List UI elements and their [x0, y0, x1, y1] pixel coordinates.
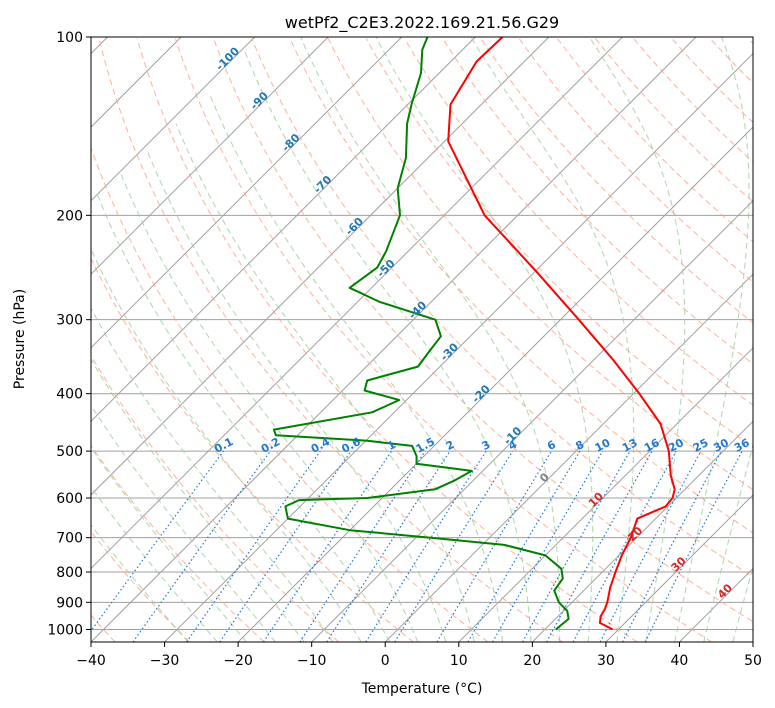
y-tick-label: 1000 — [47, 622, 83, 638]
dry-adiabat-line — [442, 38, 753, 365]
dry-adiabat-line — [595, 38, 753, 203]
isotherm-line — [458, 347, 753, 642]
y-tick-label: 600 — [56, 491, 83, 507]
dry-adiabat-line — [480, 38, 753, 324]
dry-adiabat-line — [136, 38, 638, 642]
mixing-ratio-label: 30 — [711, 436, 731, 455]
mixing-ratio-line — [326, 450, 451, 642]
x-tick-label: 40 — [671, 653, 689, 669]
x-tick-label: 30 — [597, 653, 615, 669]
x-tick-label: 20 — [523, 653, 541, 669]
mixing-ratio-line — [186, 450, 321, 642]
dry-adiabat-line — [174, 38, 712, 642]
mixing-ratio-label: 13 — [620, 436, 640, 455]
x-tick-label: 50 — [744, 653, 762, 669]
isotherm-line — [164, 52, 753, 642]
dry-adiabat-line — [91, 530, 190, 642]
x-tick-label: −40 — [76, 653, 106, 669]
moist-adiabat-line — [91, 524, 189, 642]
mixing-ratio-label: 16 — [642, 436, 662, 455]
moist-adiabat-line — [120, 173, 419, 642]
dry-adiabat-line — [91, 444, 265, 642]
dry-adiabat-line — [251, 38, 753, 578]
dry-adiabat-line — [91, 257, 414, 642]
plot-frame — [90, 36, 754, 643]
mixing-ratio-line — [132, 450, 271, 642]
mixing-ratio-label: 36 — [732, 436, 752, 455]
isotherm-line — [605, 494, 753, 642]
moist-adiabat-line — [146, 149, 447, 642]
isotherm-line — [91, 37, 256, 202]
isotherm-line — [91, 37, 623, 570]
mixing-ratio-line — [546, 450, 653, 642]
x-tick-label: −10 — [297, 653, 327, 669]
moist-adiabat-line — [91, 247, 362, 642]
moist-adiabat-line — [243, 49, 532, 642]
sounding-profiles — [272, 37, 676, 631]
mixing-ratio-line — [263, 450, 393, 642]
mixing-ratio-label: 25 — [691, 436, 711, 455]
moist-adiabat-line — [703, 442, 753, 642]
isotherm-line — [384, 273, 753, 642]
mixing-ratio-line — [91, 450, 224, 632]
chart-title: wetPf2_C2E3.2022.169.21.56.G29 — [285, 13, 559, 33]
y-tick-label: 100 — [56, 30, 83, 46]
x-axis-label: Temperature (°C) — [361, 681, 483, 697]
temperature-profile — [447, 37, 676, 631]
moist-adiabat-line — [209, 94, 504, 642]
moist-adiabat-line — [97, 195, 390, 642]
dry-adiabat-line — [289, 38, 753, 534]
x-tick-label: −30 — [150, 653, 180, 669]
mixing-ratio-line — [219, 450, 352, 642]
mixing-ratio-line — [572, 450, 677, 642]
x-tick-label: 10 — [450, 653, 468, 669]
y-tick-label: 800 — [56, 565, 83, 581]
moist-adiabat-line — [299, 37, 561, 642]
moist-adiabat-line — [175, 123, 475, 642]
y-axis-label: Pressure (hPa) — [12, 289, 28, 389]
y-tick-label: 200 — [56, 208, 83, 224]
dry-adiabat-line — [213, 38, 753, 623]
moist-adiabat-line — [91, 446, 247, 642]
mixing-ratio-label: 10 — [593, 436, 613, 455]
x-tick-label: −20 — [223, 653, 253, 669]
moist-adiabat-line — [375, 37, 594, 642]
background-lines — [91, 37, 753, 642]
mixing-ratio-line — [644, 450, 743, 642]
y-tick-label: 700 — [56, 531, 83, 547]
y-tick-label: 400 — [56, 387, 83, 403]
isotherm-line — [91, 37, 329, 275]
mixing-ratio-label: 20 — [666, 436, 686, 455]
moist-adiabat-line — [732, 564, 753, 642]
dry-adiabat-line — [98, 38, 563, 642]
x-tick-label: 0 — [381, 653, 390, 669]
moist-adiabat-line — [91, 358, 305, 642]
y-tick-label: 900 — [56, 595, 83, 611]
dry-adiabat-line — [365, 38, 753, 448]
dewpoint-profile — [272, 37, 570, 631]
dry-adiabat-line — [556, 38, 753, 243]
moist-adiabat-line — [91, 486, 218, 642]
isotherm-line — [237, 126, 753, 642]
mixing-ratio-line — [394, 450, 514, 642]
mixing-ratio-line — [521, 450, 631, 642]
moist-adiabat-line — [588, 37, 686, 642]
y-tick-label: 300 — [56, 313, 83, 329]
moist-adiabat-line — [91, 307, 334, 642]
isotherm-line — [311, 199, 753, 642]
isotherm-line — [531, 420, 753, 642]
y-tick-label: 500 — [56, 444, 83, 460]
moist-adiabat-line — [674, 37, 750, 642]
